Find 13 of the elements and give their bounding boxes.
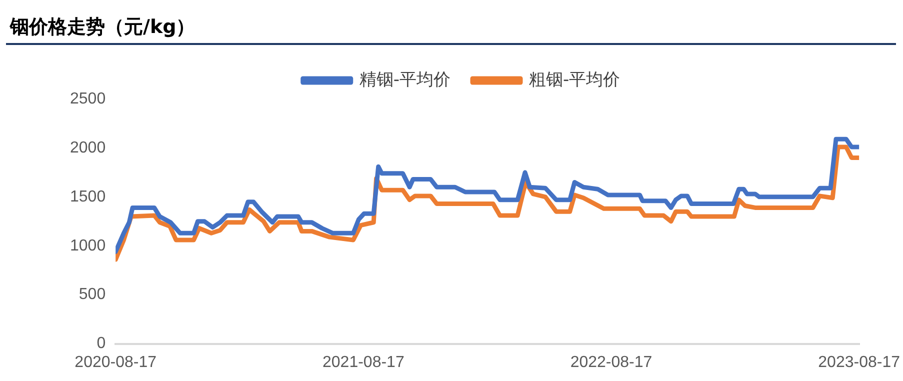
y-tick-label: 2500 — [70, 90, 106, 108]
y-tick-label: 500 — [78, 286, 106, 304]
chart-title: 铟价格走势（元/kg） — [10, 15, 196, 40]
legend-label: 粗铟-平均价 — [529, 70, 620, 90]
legend-label: 精铟-平均价 — [359, 70, 451, 90]
x-tick-label: 2023-08-17 — [818, 354, 900, 371]
x-tick-label: 2022-08-17 — [570, 354, 652, 371]
x-tick-label: 2020-08-17 — [74, 354, 157, 371]
y-tick-label: 2000 — [70, 139, 106, 156]
x-tick-label: 2021-08-17 — [322, 354, 404, 371]
y-tick-label: 1000 — [70, 237, 106, 254]
y-tick-label: 0 — [96, 335, 106, 352]
y-tick-label: 1500 — [70, 188, 106, 206]
